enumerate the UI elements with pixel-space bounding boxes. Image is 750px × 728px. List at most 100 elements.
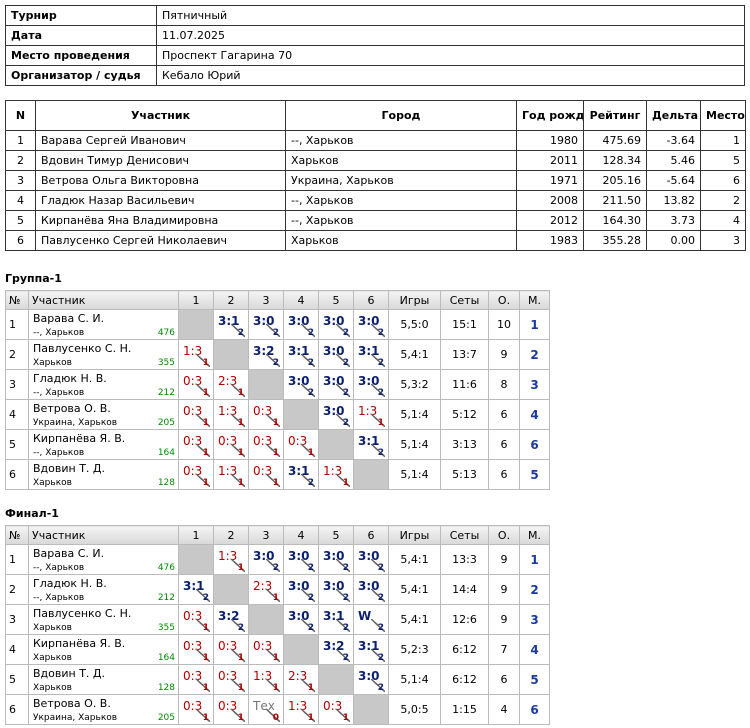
player-rating: 128 — [157, 683, 175, 693]
match-cell: 3:0 2 — [353, 369, 389, 400]
player-rating: 476 — [157, 563, 175, 573]
match-points: 2 — [307, 593, 314, 603]
cell: 2011 — [516, 150, 584, 171]
group-table: № Участник 1 2 3 4 5 6 Игры Сеты О. М. 1 Варава С. И.… — [5, 290, 550, 490]
row-number: 2 — [5, 339, 29, 370]
row-number: 5 — [5, 664, 29, 695]
match-cell: 3:0 2 — [283, 369, 319, 400]
row-number: 1 — [5, 544, 29, 575]
place: 1 — [519, 544, 550, 575]
group-title: Группа-1 — [5, 272, 62, 285]
games: 5,1:4 — [388, 429, 441, 460]
slash — [196, 354, 210, 367]
slash — [266, 474, 280, 487]
cell: 205.16 — [583, 170, 647, 191]
match-points: 1 — [237, 653, 244, 663]
sets: 1:15 — [440, 694, 489, 725]
cell: 0.00 — [646, 230, 701, 251]
match-cell: 3:0 2 — [353, 544, 389, 575]
slash — [371, 384, 385, 397]
place: 3 — [519, 604, 550, 635]
cell: 4 — [700, 210, 746, 231]
player-rating: 205 — [157, 418, 175, 428]
column-header: М. — [519, 290, 550, 310]
cell: Гладюк Назар Васильевич — [35, 190, 286, 211]
match-cell: 3:1 2 — [178, 574, 214, 605]
match-cell: 0:3 1 — [248, 399, 284, 430]
match-points: 1 — [342, 478, 349, 488]
player-cell: Павлусенко С. Н. Харьков 355 — [28, 604, 179, 635]
column-header: 1 — [178, 290, 214, 310]
games: 5,4:1 — [388, 574, 441, 605]
header-row: № Участник 1 2 3 4 5 6 Игры Сеты О. М. — [5, 290, 550, 310]
slash — [371, 589, 385, 602]
match-points: 2 — [237, 623, 244, 633]
place: 2 — [519, 339, 550, 370]
points: 10 — [488, 309, 520, 340]
match-cell: 3:0 2 — [318, 399, 354, 430]
games: 5,4:1 — [388, 339, 441, 370]
player-row: 4 Кирпанёва Я. В. Харьков 164 0:3 1 0:3 1 0:3 1 3:… — [5, 634, 550, 665]
row-number: 2 — [5, 574, 29, 605]
cell: Харьков — [285, 230, 517, 251]
place: 5 — [519, 459, 550, 490]
slash — [231, 619, 245, 632]
match-cell: 3:0 2 — [283, 574, 319, 605]
row-number: 1 — [5, 309, 29, 340]
match-cell: 1:3 1 — [318, 459, 354, 490]
match-points: 1 — [202, 478, 209, 488]
player-city: --, Харьков — [33, 593, 85, 603]
match-points: 1 — [202, 448, 209, 458]
row-number: 6 — [5, 459, 29, 490]
match-cell: 3:0 2 — [353, 574, 389, 605]
header-row: № Участник 1 2 3 4 5 6 Игры Сеты О. М. — [5, 525, 550, 545]
column-header: 2 — [213, 525, 249, 545]
player-cell: Кирпанёва Я. В. Харьков 164 — [28, 634, 179, 665]
match-cell: 0:3 1 — [178, 459, 214, 490]
match-points: 1 — [237, 418, 244, 428]
points: 6 — [488, 459, 520, 490]
slash — [336, 474, 350, 487]
slash — [336, 619, 350, 632]
match-cell: 0:3 1 — [178, 634, 214, 665]
cell: 3.73 — [646, 210, 701, 231]
match-points: 1 — [342, 713, 349, 723]
place: 1 — [519, 309, 550, 340]
player-name: Гладюк Н. В. — [33, 372, 107, 385]
points: 9 — [488, 574, 520, 605]
slash — [301, 679, 315, 692]
cell: Ветрова Ольга Викторовна — [35, 170, 286, 191]
cell: 211.50 — [583, 190, 647, 211]
place: 6 — [519, 429, 550, 460]
player-rating: 355 — [157, 358, 175, 368]
match-points: 2 — [342, 388, 349, 398]
cell: 2008 — [516, 190, 584, 211]
sets: 5:12 — [440, 399, 489, 430]
cell: Харьков — [285, 150, 517, 171]
games: 5,5:0 — [388, 309, 441, 340]
match-cell: 3:0 2 — [353, 664, 389, 695]
self-cell — [318, 429, 354, 460]
match-points: 1 — [272, 593, 279, 603]
match-points: 1 — [272, 683, 279, 693]
column-header: Рейтинг — [583, 100, 647, 131]
games: 5,3:2 — [388, 369, 441, 400]
match-cell: 1:3 1 — [248, 664, 284, 695]
cell: 475.69 — [583, 130, 647, 151]
points: 9 — [488, 339, 520, 370]
match-cell: 1:3 1 — [283, 694, 319, 725]
match-points: 1 — [377, 418, 384, 428]
info-label: Организатор / судья — [5, 65, 157, 86]
match-cell: 0:3 1 — [248, 634, 284, 665]
sets: 6:12 — [440, 634, 489, 665]
match-cell: 3:0 2 — [318, 309, 354, 340]
slash — [336, 384, 350, 397]
cell: 1983 — [516, 230, 584, 251]
slash — [231, 444, 245, 457]
cell: 1971 — [516, 170, 584, 191]
player-row: 3 Гладюк Н. В. --, Харьков 212 0:3 1 2:3 1 3:0 2 3… — [5, 369, 550, 400]
match-points: 1 — [202, 623, 209, 633]
match-points: 1 — [307, 713, 314, 723]
match-points: 2 — [237, 328, 244, 338]
